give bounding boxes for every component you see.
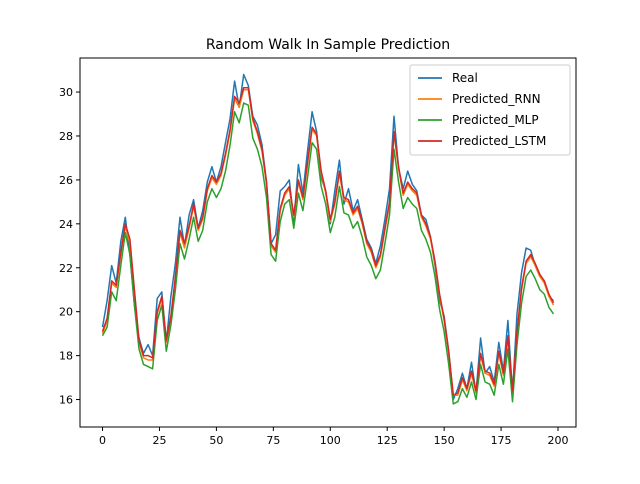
- y-tick-label: 20: [59, 306, 73, 319]
- y-tick-label: 16: [59, 394, 73, 407]
- x-tick-label: 25: [152, 434, 166, 447]
- y-tick-label: 28: [59, 130, 73, 143]
- legend: Real Predicted_RNN Predicted_MLP Predicted_…: [409, 64, 571, 156]
- x-tick-label: 100: [320, 434, 341, 447]
- y-tick-label: 22: [59, 262, 73, 275]
- x-tick-label: 75: [266, 434, 280, 447]
- plot-frame: [79, 57, 577, 428]
- x-tick-label: 200: [548, 434, 569, 447]
- series-line-2: [101, 102, 555, 405]
- x-tick-label: 50: [209, 434, 223, 447]
- chart-title: Random Walk In Sample Prediction: [206, 37, 450, 53]
- x-tick-label: 0: [99, 434, 106, 447]
- legend-label: Predicted_RNN: [452, 92, 541, 106]
- x-tick-label: 150: [434, 434, 455, 447]
- series-line-3: [101, 86, 555, 396]
- x-tick-label: 125: [377, 434, 398, 447]
- y-tick-label: 26: [59, 174, 73, 187]
- y-tick-label: 24: [59, 218, 73, 231]
- series-layer: [101, 73, 555, 405]
- y-tick-label: 30: [59, 86, 73, 99]
- legend-label: Predicted_LSTM: [452, 134, 546, 148]
- x-tick-label: 175: [491, 434, 512, 447]
- legend-label: Predicted_MLP: [452, 113, 539, 127]
- y-axis: 16 18 20 22 24 26 28 30: [59, 86, 80, 407]
- legend-box: [409, 64, 571, 156]
- legend-label: Real: [452, 71, 478, 85]
- x-axis: 0 25 50 75 100 125 150 175 200: [99, 427, 569, 447]
- y-tick-label: 18: [59, 350, 73, 363]
